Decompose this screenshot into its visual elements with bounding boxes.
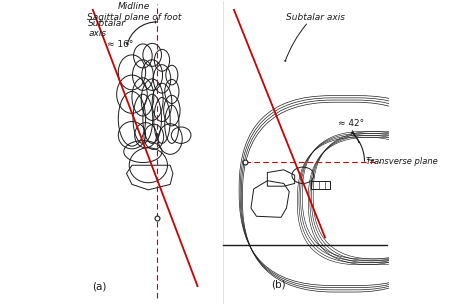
Text: ≈ 16°: ≈ 16° <box>107 40 133 49</box>
Text: Subtalar
axis: Subtalar axis <box>88 19 126 38</box>
Text: (a): (a) <box>91 281 106 291</box>
Text: (b): (b) <box>271 280 285 289</box>
Text: ≈ 42°: ≈ 42° <box>338 119 364 128</box>
Text: Transverse plane: Transverse plane <box>366 157 438 166</box>
Text: Midline
Sagittal plane of foot: Midline Sagittal plane of foot <box>87 2 181 22</box>
Text: Subtalar axis: Subtalar axis <box>286 13 346 22</box>
